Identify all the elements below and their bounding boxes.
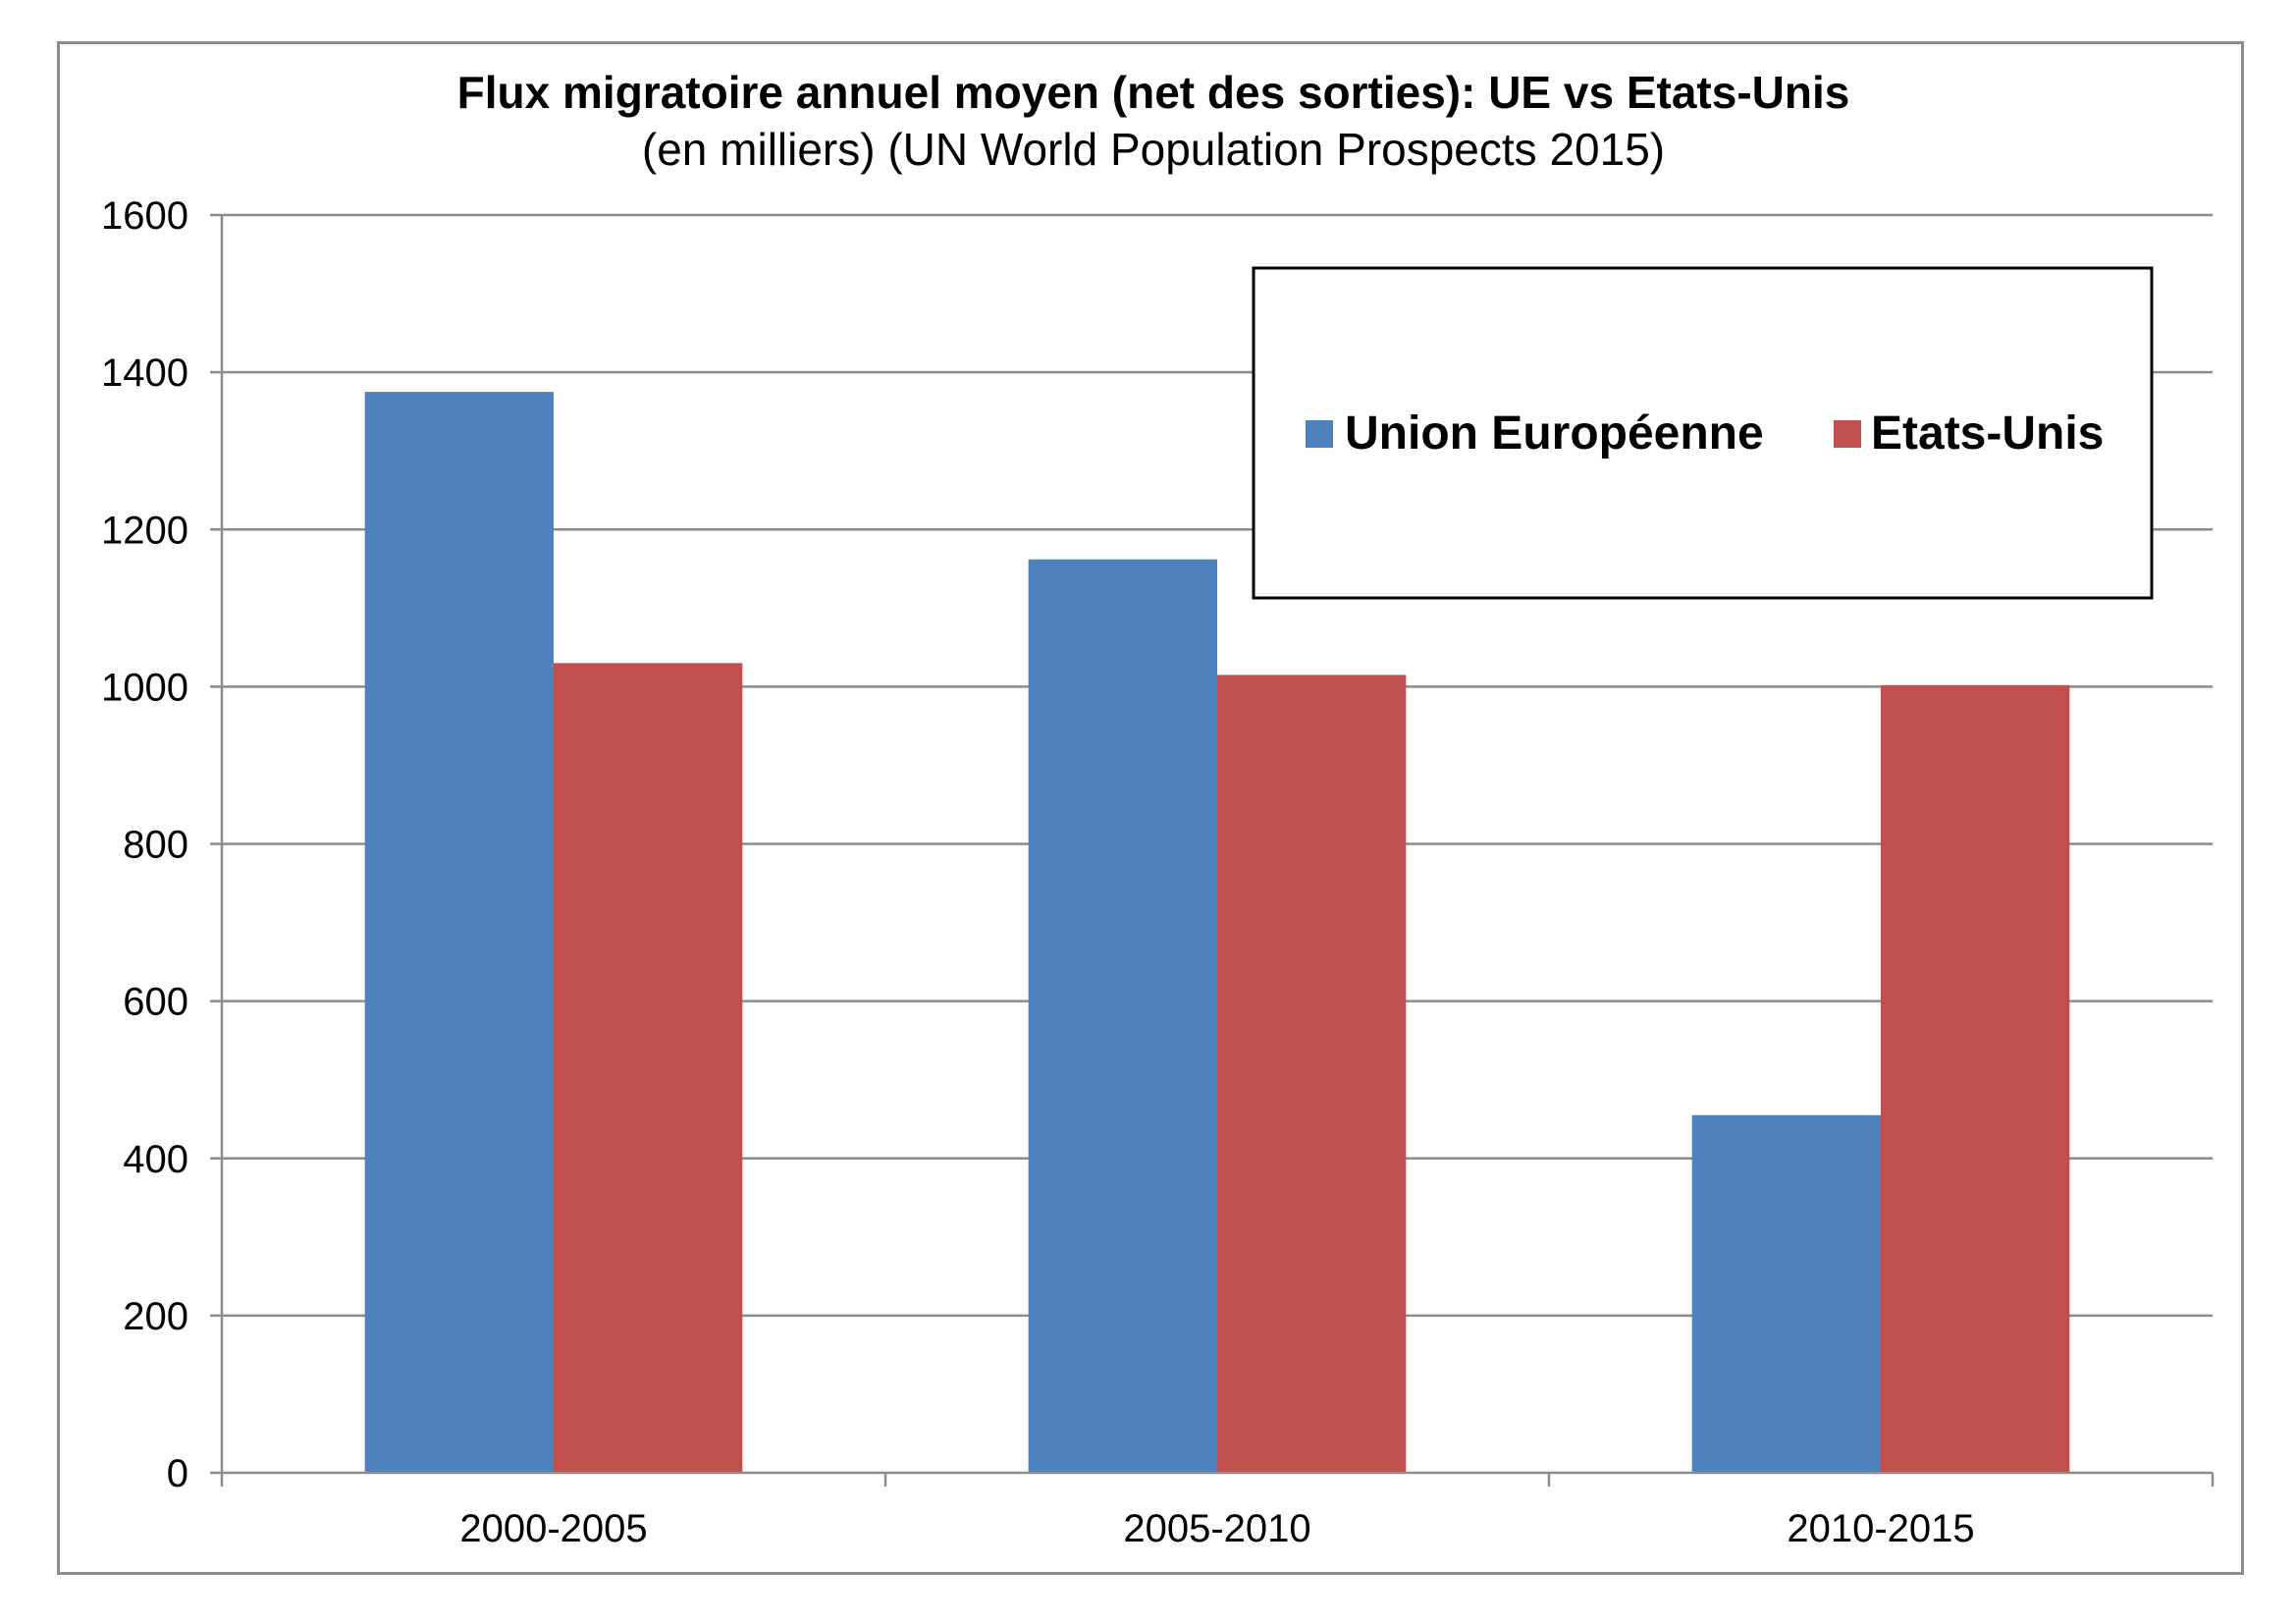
axes	[220, 215, 2215, 1487]
y-tick-label: 400	[123, 1138, 188, 1181]
x-tick-label: 2000-2005	[459, 1507, 647, 1550]
y-axis-tick-labels: 0 200 400 600 800 1000 1200 1400 1600	[101, 194, 188, 1495]
bar	[1691, 1114, 1881, 1473]
x-tick-label: 2010-2015	[1787, 1507, 1974, 1550]
y-tick-label: 1000	[101, 666, 188, 709]
chart-subtitle: (en milliers) (UN World Population Prosp…	[642, 124, 1665, 175]
legend-box	[1252, 266, 2154, 600]
bar	[554, 663, 743, 1473]
legend-label-union-europeenne: Union Européenne	[1345, 407, 1764, 460]
bar	[1881, 684, 2070, 1473]
y-tick-label: 800	[123, 824, 188, 867]
bars	[364, 392, 2070, 1473]
bar	[364, 392, 554, 1473]
legend-swatch-union-europeenne	[1306, 420, 1333, 448]
legend-label-etats-unis: Etats-Unis	[1871, 407, 2104, 460]
y-tick-label: 600	[123, 981, 188, 1024]
x-tick-label: 2005-2010	[1123, 1507, 1310, 1550]
y-tick-label: 0	[167, 1452, 188, 1495]
x-axis-tick-labels: 2000-2005 2005-2010 2010-2015	[459, 1507, 1974, 1550]
y-tick-label: 1600	[101, 194, 188, 238]
bar	[1028, 559, 1217, 1473]
legend: Union Européenne Etats-Unis	[1252, 266, 2154, 600]
y-tick-label: 200	[123, 1295, 188, 1338]
chart-title: Flux migratoire annuel moyen (net des so…	[457, 67, 1850, 118]
y-tick-label: 1200	[101, 509, 188, 552]
bar	[1217, 675, 1407, 1473]
y-tick-label: 1400	[101, 352, 188, 395]
legend-swatch-etats-unis	[1834, 420, 1861, 448]
